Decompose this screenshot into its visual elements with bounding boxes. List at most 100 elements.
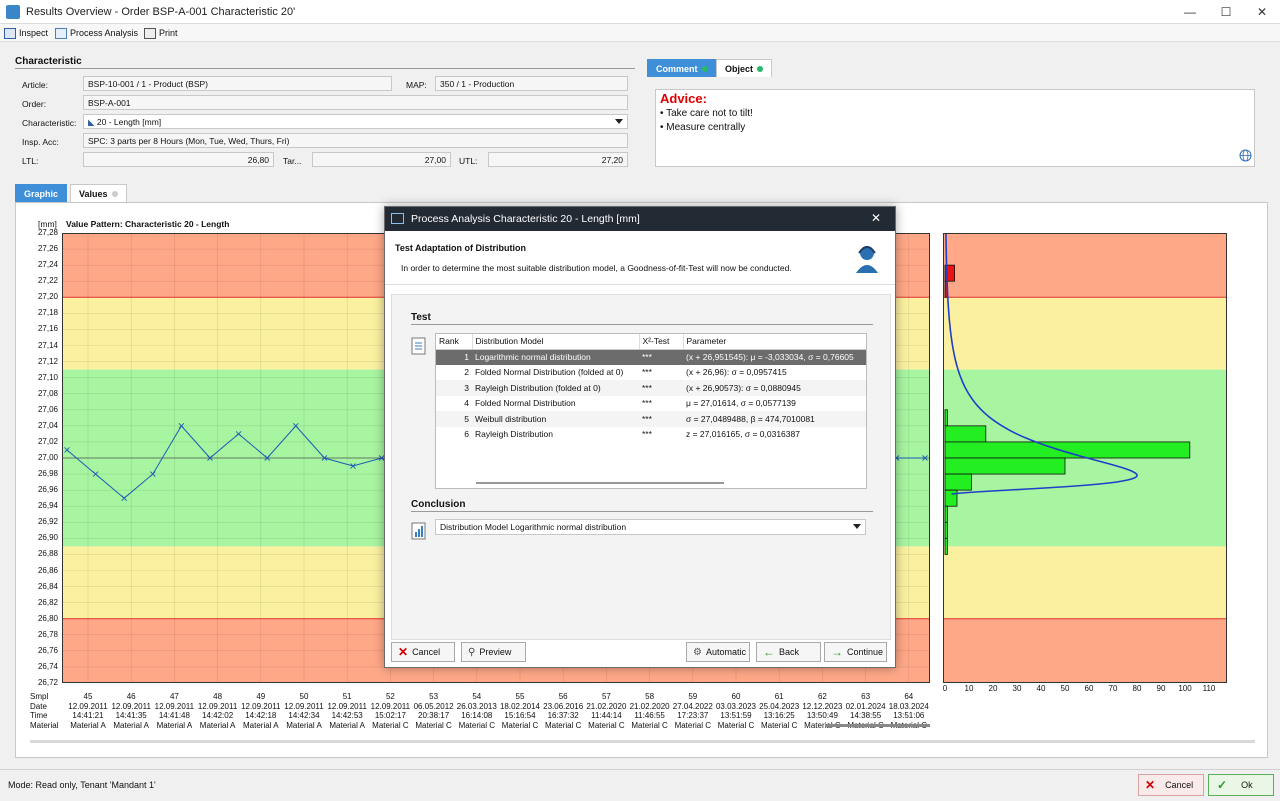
toolbar: Inspect Process Analysis Print [0, 24, 1280, 42]
y-tick-label: 27,02 [37, 436, 58, 446]
main-cancel-button[interactable]: ✕ Cancel [1138, 774, 1204, 796]
status-dot-icon [111, 190, 118, 197]
tab-comment[interactable]: Comment [647, 59, 717, 77]
tab-graphic[interactable]: Graphic [15, 184, 68, 202]
data-point[interactable] [121, 495, 128, 501]
checkmark-icon: ✓ [1217, 778, 1228, 792]
data-point[interactable] [207, 455, 213, 461]
col-rank[interactable]: Rank [436, 334, 473, 350]
x-date-label: 12.09.2011 [327, 701, 367, 711]
advice-box[interactable]: Advice: • Take care not to tilt! • Measu… [655, 89, 1255, 167]
x-sample-label: 49 [256, 692, 266, 701]
data-point[interactable] [292, 423, 299, 429]
ltl-field[interactable]: 26,80 [83, 152, 274, 167]
conclusion-heading: Conclusion [411, 499, 466, 510]
cell-x2: *** [642, 398, 652, 409]
histogram-bar[interactable] [944, 505, 948, 523]
y-tick-label: 26,80 [37, 613, 58, 623]
x-sample-label: 59 [688, 692, 698, 701]
table-row[interactable]: 4 Folded Normal Distribution *** μ = 27,016… [436, 396, 866, 412]
table-row[interactable]: 2 Folded Normal Distribution (folded at 0… [436, 365, 866, 381]
histogram-bar[interactable] [944, 489, 958, 507]
print-label: Print [159, 28, 178, 38]
preview-button[interactable]: ⚲ Preview [461, 642, 526, 662]
characteristic-select[interactable]: ◣ 20 - Length [mm] [83, 114, 628, 129]
histogram-bar[interactable] [944, 425, 987, 443]
dialog-cancel-button[interactable]: ✕ Cancel [391, 642, 455, 662]
characteristic-value: 20 - Length [mm] [96, 117, 162, 127]
y-tick-label: 27,22 [37, 276, 58, 286]
data-point[interactable] [378, 455, 385, 461]
data-point[interactable] [178, 423, 185, 429]
close-button[interactable]: ✕ [1256, 5, 1268, 19]
target-field[interactable]: 27,00 [312, 152, 451, 167]
data-point[interactable] [321, 455, 328, 461]
table-scrollbar-thumb[interactable] [476, 482, 724, 484]
automatic-button[interactable]: ⚙ Automatic [686, 642, 750, 662]
y-tick-label: 27,26 [37, 244, 58, 254]
data-point[interactable] [922, 455, 928, 461]
x-date-label: 12.09.2011 [197, 701, 238, 711]
table-row[interactable]: 6 Rayleigh Distribution *** z = 27,016165, … [436, 427, 866, 443]
x-sample-label: 48 [213, 692, 223, 701]
map-field[interactable]: 350 / 1 - Production [435, 76, 628, 91]
histogram-bar[interactable] [944, 409, 948, 427]
chart-unit: [mm] [38, 219, 57, 229]
col-x2[interactable]: X²-Test [639, 334, 684, 350]
histogram-bar[interactable] [944, 441, 1191, 459]
histogram-bar[interactable] [944, 521, 948, 539]
data-point[interactable] [264, 455, 271, 461]
histogram-bar[interactable] [944, 264, 956, 282]
histogram-bar[interactable] [944, 537, 948, 555]
maximize-button[interactable]: ☐ [1220, 5, 1232, 19]
ok-button[interactable]: ✓ Ok [1208, 774, 1274, 796]
insp-field[interactable]: SPC: 3 parts per 8 Hours (Mon, Tue, Wed,… [83, 133, 628, 148]
back-button[interactable]: ← Back [756, 642, 821, 662]
print-button[interactable]: Print [144, 26, 178, 40]
minimize-button[interactable]: — [1184, 5, 1196, 19]
tab-values[interactable]: Values [70, 184, 127, 202]
dialog-close-icon[interactable]: ✕ [871, 211, 882, 225]
globe-icon[interactable] [1239, 149, 1252, 162]
cell-x2: *** [639, 380, 683, 396]
conclusion-select[interactable]: Distribution Model Logarithmic normal di… [435, 519, 866, 535]
process-analysis-button[interactable]: Process Analysis [55, 26, 138, 40]
advice-title: Advice: [660, 91, 707, 106]
data-point[interactable] [64, 447, 70, 453]
horizontal-scrollbar[interactable] [30, 740, 1255, 743]
histogram-bar[interactable] [944, 457, 1066, 475]
x-time-label: 14:42:34 [288, 711, 320, 720]
histogram-bar[interactable] [944, 473, 972, 491]
inspect-button[interactable]: Inspect [4, 26, 48, 40]
col-parameter[interactable]: Parameter [683, 334, 866, 350]
x-time-label: 14:38:55 [850, 711, 882, 720]
y-tick-label: 26,94 [37, 501, 58, 511]
article-label: Article: [22, 80, 48, 90]
table-row[interactable]: 1 Logarithmic normal distribution *** (x + … [436, 349, 866, 365]
histogram-chart[interactable] [943, 233, 1227, 683]
table-row[interactable]: 3 Rayleigh Distribution (folded at 0) ***(… [436, 380, 866, 396]
scrollbar-thumb[interactable] [825, 724, 930, 727]
article-field[interactable]: BSP-10-001 / 1 - Product (BSP) [83, 76, 392, 91]
dialog-heading: Test Adaptation of Distribution [395, 243, 526, 253]
x-sample-label: 60 [731, 692, 741, 701]
histogram-x-tick: 100 [1178, 684, 1192, 693]
distribution-table[interactable]: Rank Distribution Model X²-Test Paramete… [435, 333, 867, 489]
cell-rank: 4 [464, 398, 469, 409]
x-sample-label: 55 [515, 692, 525, 701]
order-field[interactable]: BSP-A-001 [83, 95, 628, 110]
data-point[interactable] [235, 431, 242, 437]
dialog-title-bar: Process Analysis Characteristic 20 - Len… [385, 207, 895, 231]
data-point[interactable] [350, 463, 356, 469]
data-point[interactable] [92, 471, 99, 477]
col-model[interactable]: Distribution Model [472, 334, 640, 350]
data-point[interactable] [149, 471, 156, 477]
continue-button[interactable]: → Continue [824, 642, 887, 662]
x-time-label: 16:14:08 [461, 711, 493, 720]
tab-object[interactable]: Object [716, 59, 773, 77]
utl-field[interactable]: 27,20 [488, 152, 628, 167]
arrow-right-icon: → [831, 645, 843, 659]
table-row[interactable]: 5 Weibull distribution *** σ = 27,0489488, … [436, 411, 866, 427]
x-date-label: 21.02.2020 [629, 701, 670, 711]
x-date-label: 25.04.2023 [759, 701, 800, 711]
